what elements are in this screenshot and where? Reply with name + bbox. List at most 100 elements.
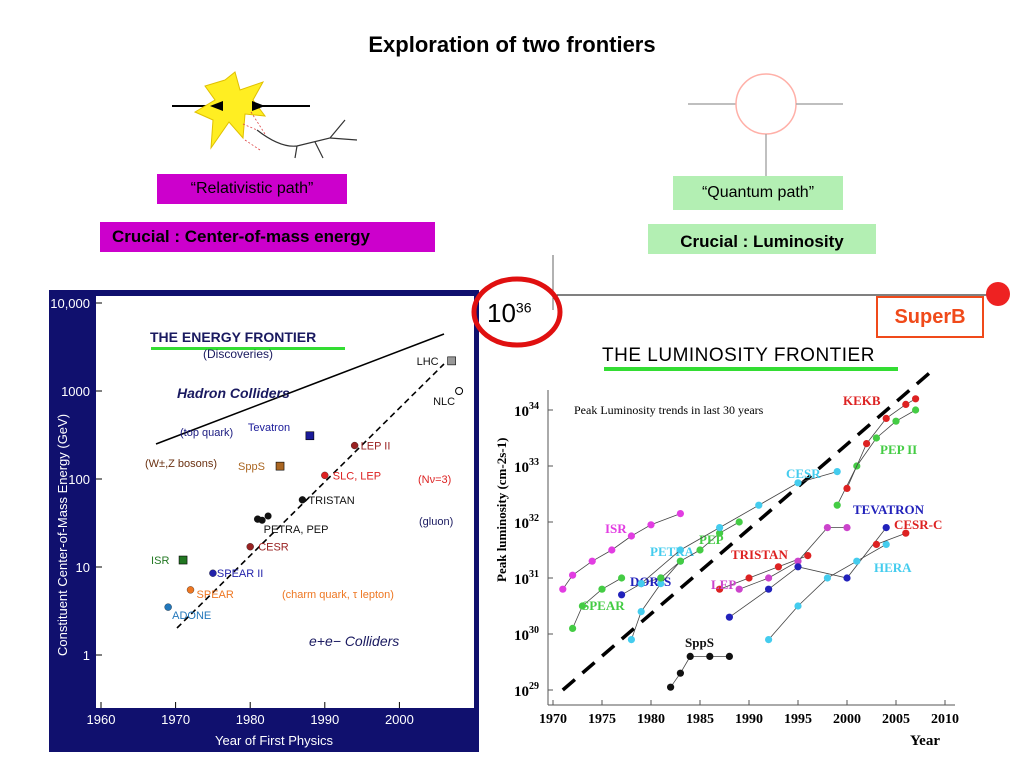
luminosity-series-label-tevatron: TEVATRON bbox=[853, 502, 925, 517]
luminosity-point-cesr bbox=[716, 524, 724, 532]
luminosity-series-line-tristan bbox=[719, 555, 808, 590]
luminosity-point-hera bbox=[794, 602, 802, 610]
luminosity-point-kekb bbox=[912, 395, 920, 403]
luminosity-point-spps bbox=[676, 669, 684, 677]
luminosity-point-cesr-c bbox=[872, 540, 880, 548]
luminosity-point-hera bbox=[853, 557, 861, 565]
superb-label: SuperB bbox=[876, 296, 984, 338]
luminosity-x-tick-label: 1990 bbox=[735, 712, 763, 727]
energy-point-label: LEP II bbox=[361, 441, 391, 453]
luminosity-x-tick-label: 1985 bbox=[686, 712, 714, 727]
energy-point-nlc bbox=[455, 387, 464, 395]
ee-trend-line bbox=[176, 363, 445, 629]
energy-point-label: SppS bbox=[238, 461, 265, 473]
annotation-nnu: (Nν=3) bbox=[418, 474, 451, 486]
energy-point-spear-ii bbox=[209, 569, 217, 577]
luminosity-point-petra bbox=[657, 580, 665, 588]
luminosity-series-label-spear: SPEAR bbox=[582, 598, 625, 613]
luminosity-x-tick-label: 2000 bbox=[833, 712, 861, 727]
luminosity-point-isr bbox=[588, 557, 596, 565]
energy-y-axis-label: Constituent Center-of-Mass Energy (GeV) bbox=[55, 414, 70, 656]
luminosity-point-cesr bbox=[833, 468, 841, 476]
ee-colliders-label: e+e− Colliders bbox=[309, 633, 399, 649]
luminosity-point-spps bbox=[706, 652, 714, 660]
energy-frontier-plot-area bbox=[96, 296, 474, 708]
energy-point-label: LHC bbox=[417, 356, 439, 368]
luminosity-x-tick-label: 1975 bbox=[588, 712, 616, 727]
luminosity-series-line-cesr-c bbox=[876, 532, 906, 545]
luminosity-series-label-lep: LEP bbox=[711, 577, 736, 592]
energy-point-isr bbox=[178, 555, 188, 565]
quantum-crucial-label: Crucial : Luminosity bbox=[648, 224, 876, 254]
luminosity-x-tick-label: 1995 bbox=[784, 712, 812, 727]
luminosity-series-label-pep-ii: PEP II bbox=[880, 442, 917, 457]
luminosity-point-tevatron bbox=[794, 563, 802, 571]
luminosity-point-tevatron bbox=[882, 524, 890, 532]
energy-point-lhc bbox=[447, 356, 456, 366]
energy-x-tick-label: 1970 bbox=[161, 712, 190, 727]
luminosity-point-petra bbox=[637, 608, 645, 616]
energy-chart-title: THE ENERGY FRONTIER bbox=[150, 329, 316, 345]
luminosity-point-lep bbox=[843, 524, 851, 532]
luminosity-point-isr bbox=[559, 585, 567, 593]
energy-point-label: CESR bbox=[258, 542, 289, 554]
luminosity-point-hera bbox=[823, 574, 831, 582]
luminosity-point-kekb bbox=[843, 484, 851, 492]
luminosity-point-petra bbox=[627, 636, 635, 644]
luminosity-point-tevatron bbox=[843, 574, 851, 582]
luminosity-series-line-tevatron bbox=[729, 527, 887, 618]
energy-point-label: ADONE bbox=[172, 610, 211, 622]
annotation-charm: (charm quark, τ lepton) bbox=[282, 589, 394, 601]
energy-point-label: SPEAR II bbox=[217, 568, 263, 580]
quantum-loop-diagram-icon bbox=[688, 73, 843, 180]
luminosity-x-tick-label: 2010 bbox=[931, 712, 959, 727]
energy-point-label: SPEAR bbox=[197, 589, 234, 601]
luminosity-point-tristan bbox=[804, 552, 812, 560]
energy-x-tick-label: 1990 bbox=[310, 712, 339, 727]
luminosity-point-lep bbox=[765, 574, 773, 582]
luminosity-series-label-cesr-c: CESR-C bbox=[894, 517, 942, 532]
energy-y-tick-label: 1 bbox=[83, 648, 90, 663]
energy-point-cesr bbox=[246, 543, 254, 551]
luminosity-series-label-pep: PEP bbox=[699, 532, 724, 547]
luminosity-x-tick-label: 1970 bbox=[539, 712, 567, 727]
luminosity-point-isr bbox=[676, 510, 684, 518]
energy-x-tick-label: 1980 bbox=[236, 712, 265, 727]
superb-dot bbox=[986, 282, 1010, 306]
luminosity-x-tick-label: 1980 bbox=[637, 712, 665, 727]
luminosity-y-axis-label: Peak luminosity (cm-2s-1) bbox=[494, 438, 509, 582]
luminosity-trend-line bbox=[561, 370, 936, 692]
luminosity-point-hera bbox=[882, 540, 890, 548]
quantum-path-label: “Quantum path” bbox=[673, 176, 843, 210]
luminosity-point-pep-ii bbox=[872, 434, 880, 442]
luminosity-point-tristan bbox=[716, 585, 724, 593]
luminosity-point-spear bbox=[598, 585, 606, 593]
energy-frontier-chart: 1960 1970 1980 1990 2000 1 10 100 1000 10,000 ISR… bbox=[50, 296, 464, 748]
luminosity-point-tristan bbox=[745, 574, 753, 582]
luminosity-series-line-petra bbox=[631, 560, 681, 640]
highlight-ring-icon bbox=[471, 276, 563, 348]
energy-point-label: NLC bbox=[433, 396, 455, 408]
luminosity-point-kekb bbox=[902, 400, 910, 408]
energy-point-adone bbox=[164, 603, 172, 611]
luminosity-point-lep bbox=[735, 585, 743, 593]
frontier-separator bbox=[552, 255, 1000, 310]
energy-point-label: PETRA, PEP bbox=[264, 524, 329, 536]
luminosity-point-spear bbox=[618, 574, 626, 582]
luminosity-point-isr bbox=[608, 546, 616, 554]
highlight-10-36: 1036 bbox=[487, 298, 532, 328]
slide-title: Exploration of two frontiers bbox=[368, 32, 656, 57]
luminosity-series-line-spear bbox=[572, 577, 622, 629]
luminosity-point-cesr bbox=[637, 580, 645, 588]
energy-chart-subtitle: (Discoveries) bbox=[203, 347, 273, 361]
energy-y-tick-label: 100 bbox=[68, 472, 90, 487]
luminosity-point-pep-ii bbox=[912, 406, 920, 414]
luminosity-point-cesr bbox=[755, 501, 763, 509]
luminosity-point-hera bbox=[765, 636, 773, 644]
luminosity-series-label-tristan: TRISTAN bbox=[731, 547, 788, 562]
energy-point-label: Tevatron bbox=[248, 422, 290, 434]
luminosity-title-underline bbox=[604, 367, 898, 371]
luminosity-point-spps bbox=[667, 683, 675, 691]
energy-point-slc-lep bbox=[321, 471, 329, 480]
luminosity-point-isr bbox=[647, 521, 655, 529]
